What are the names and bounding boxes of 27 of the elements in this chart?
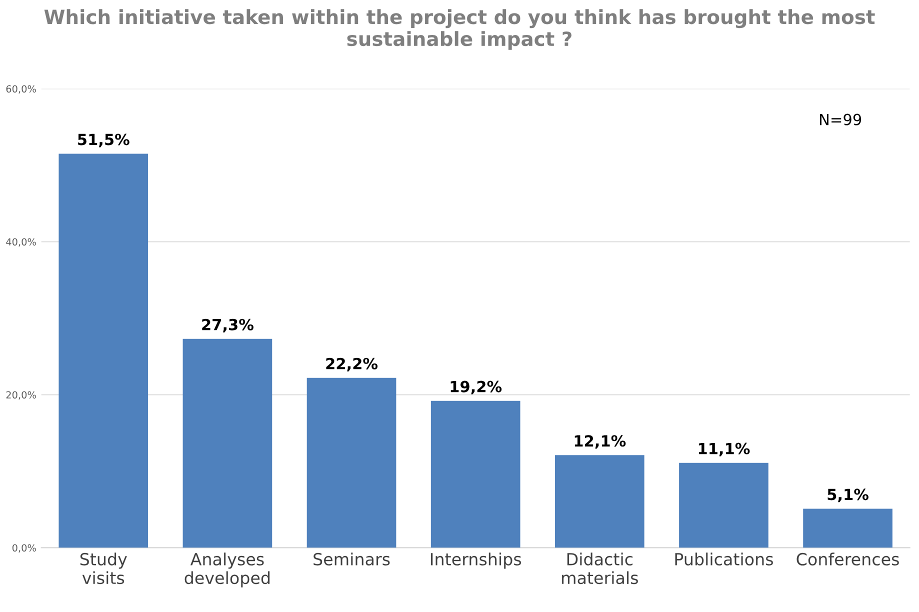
x-tick-label: Analyses developed xyxy=(184,552,270,588)
data-label: 22,2% xyxy=(326,358,378,372)
x-tick-label: Publications xyxy=(675,552,773,566)
y-tick-label: 60,0% xyxy=(6,85,36,94)
x-tick-label: Study visits xyxy=(80,552,127,584)
data-label: 11,1% xyxy=(698,442,750,456)
data-label: 27,3% xyxy=(202,318,254,332)
bar xyxy=(182,338,272,548)
data-label: 12,1% xyxy=(574,435,626,449)
annotation: N=99 xyxy=(820,114,862,126)
bar xyxy=(679,462,768,548)
y-tick-label: 20,0% xyxy=(6,391,36,400)
bar xyxy=(430,400,520,548)
data-label: 19,2% xyxy=(450,380,502,394)
x-tick-label: Seminars xyxy=(314,552,390,566)
y-tick-label: 40,0% xyxy=(6,238,36,247)
x-tick-label: Conferences xyxy=(796,552,899,566)
bar xyxy=(306,378,396,548)
x-tick-label: Didactic materials xyxy=(562,552,638,584)
x-tick-label: Internships xyxy=(430,552,522,569)
data-label: 5,1% xyxy=(828,488,868,502)
data-label: 51,5% xyxy=(78,134,130,148)
chart-title: Which initiative taken within the project do you think has brought the most sustainable impact ? xyxy=(44,9,875,50)
bar xyxy=(58,154,148,548)
bar xyxy=(554,455,644,548)
y-tick-label: 0,0% xyxy=(12,544,36,553)
bar xyxy=(803,508,892,548)
